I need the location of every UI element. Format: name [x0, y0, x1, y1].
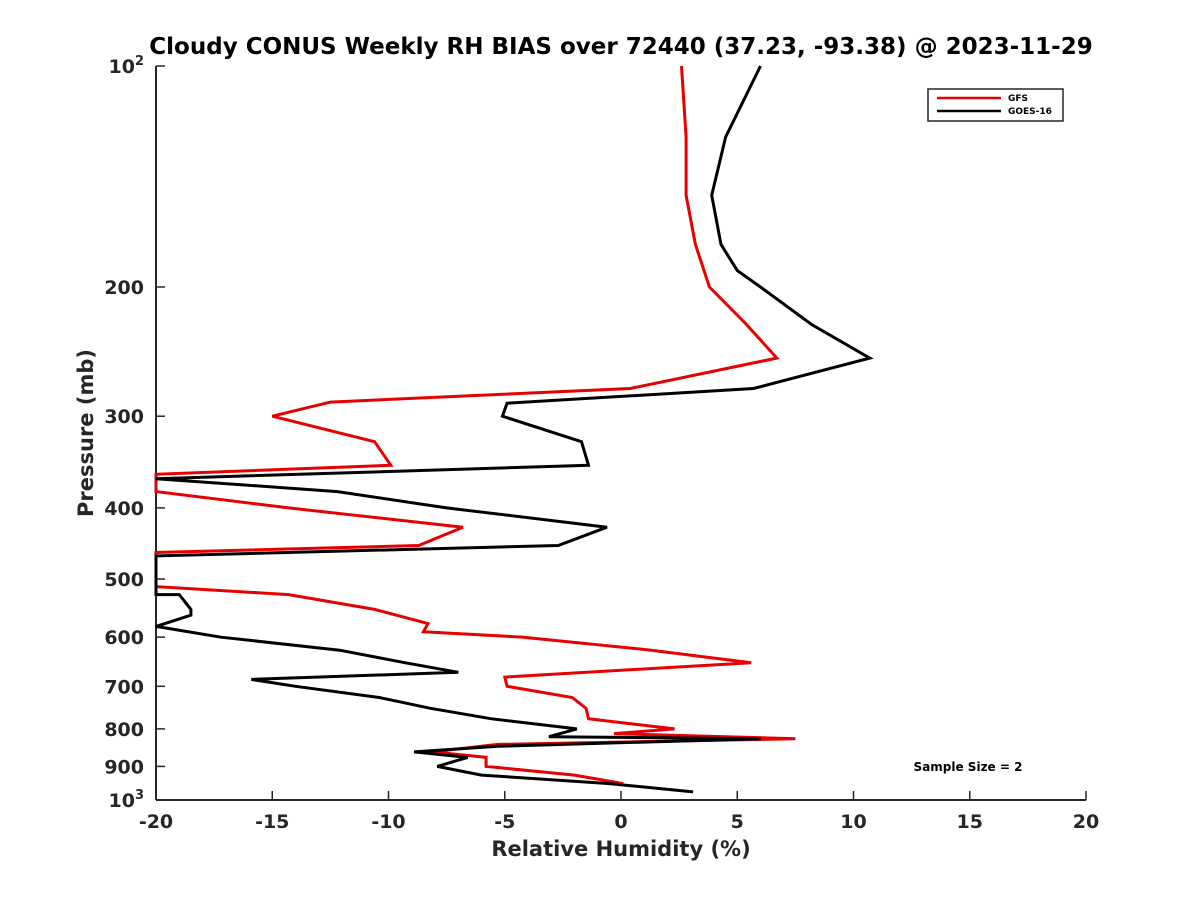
y-tick-label: 200 — [104, 277, 144, 299]
y-tick-label: 300 — [104, 406, 144, 428]
x-tick-label: -10 — [371, 811, 405, 833]
sample-size-annotation: Sample Size = 2 — [914, 760, 1023, 774]
y-tick-base: 10 — [109, 790, 135, 812]
y-tick-label: 102 — [109, 54, 145, 78]
y-tick-label: 900 — [104, 756, 144, 778]
series-line-goes-16 — [154, 65, 874, 794]
y-tick-base: 10 — [109, 56, 135, 78]
y-tick-label: 500 — [104, 569, 144, 591]
y-tick-label: 700 — [104, 676, 144, 698]
x-ticks: -20 -15 -10 -5 0 5 10 15 20 — [139, 791, 1099, 833]
x-tick-label: -20 — [139, 811, 173, 833]
y-tick-exponent: 3 — [135, 788, 144, 803]
y-tick-label: 400 — [104, 498, 144, 520]
x-tick-label: 10 — [840, 811, 866, 833]
y-tick-exponent: 2 — [135, 54, 144, 69]
x-tick-label: 0 — [614, 811, 627, 833]
y-axis-label: Pressure (mb) — [74, 349, 98, 517]
x-tick-label: 20 — [1073, 811, 1099, 833]
x-tick-label: 15 — [957, 811, 983, 833]
x-tick-label: -15 — [255, 811, 289, 833]
legend-box — [927, 88, 1064, 122]
series-line-gfs — [154, 65, 796, 786]
x-tick-label: 5 — [731, 811, 744, 833]
y-tick-label: 600 — [104, 627, 144, 649]
legend: GFS GOES-16 — [927, 88, 1064, 122]
series-layer — [154, 65, 874, 794]
chart-title: Cloudy CONUS Weekly RH BIAS over 72440 (… — [149, 34, 1092, 60]
legend-entry-label: GOES-16 — [1008, 107, 1052, 117]
x-axis-label: Relative Humidity (%) — [491, 837, 750, 861]
legend-entry-label: GFS — [1008, 94, 1028, 104]
y-tick-label: 800 — [104, 719, 144, 741]
y-tick-label: 103 — [109, 788, 145, 812]
x-tick-label: -5 — [494, 811, 515, 833]
